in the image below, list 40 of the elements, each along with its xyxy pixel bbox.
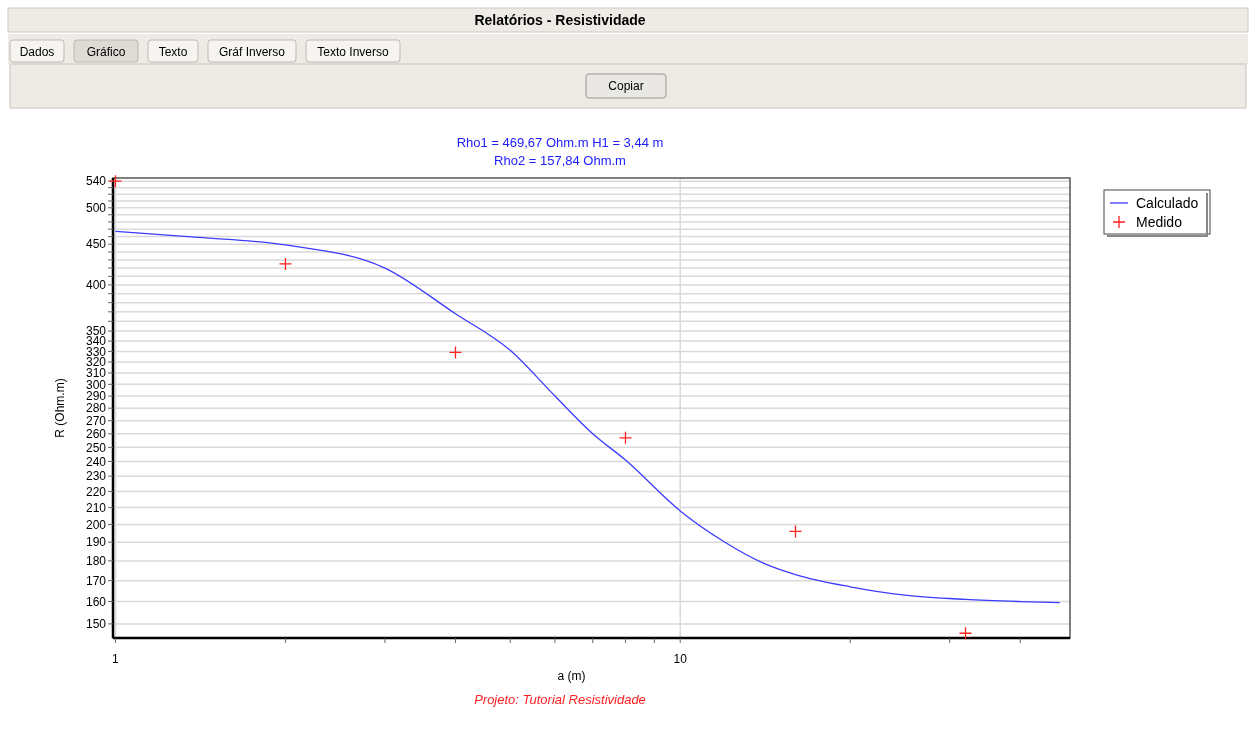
x-tick-label: 10 — [673, 652, 688, 666]
y-tick-label: 540 — [85, 174, 107, 189]
x-axis-title: a (m) — [557, 669, 586, 683]
y-tick-label: 260 — [85, 426, 107, 441]
y-tick-label: 230 — [85, 469, 107, 484]
y-tick-label: 190 — [85, 535, 107, 550]
y-tick-label: 500 — [85, 200, 107, 215]
text: Texto — [158, 45, 188, 59]
y-tick-label: 280 — [85, 401, 107, 416]
point — [788, 524, 803, 539]
text: Projeto: Tutorial Resistividade — [474, 692, 646, 707]
y-tick-label: 180 — [85, 554, 107, 569]
y-tick-label: 290 — [85, 389, 107, 404]
text: Dados — [19, 45, 55, 59]
y-tick-label: 150 — [85, 617, 107, 632]
y-tick-label: 250 — [85, 440, 107, 455]
y-tick-label: 270 — [85, 413, 107, 428]
y-tick-label: 200 — [85, 517, 107, 532]
y-tick-label: 450 — [85, 237, 107, 252]
y-tick-label: 220 — [85, 484, 107, 499]
y-tick-label: 210 — [85, 500, 107, 515]
y-tick-label: 240 — [85, 454, 107, 469]
point — [278, 257, 293, 271]
text: Gráfico — [86, 45, 126, 59]
point — [958, 626, 973, 640]
text: Gráf Inverso — [218, 45, 286, 59]
text: Texto Inverso — [317, 45, 390, 59]
y-axis-title: R (Ohm.m) — [53, 378, 67, 438]
chart-title: Relatórios - Resistividade — [474, 12, 646, 28]
point — [448, 345, 463, 360]
y-tick-label: 400 — [85, 278, 107, 293]
point — [618, 431, 633, 445]
x-tick-label: 1 — [112, 652, 120, 666]
y-tick-label: 160 — [85, 594, 107, 609]
point — [108, 174, 123, 188]
legend-label: Medido — [1136, 213, 1183, 230]
text: Copiar — [608, 79, 644, 93]
y-tick-label: 170 — [85, 573, 107, 588]
chart-subtitle: Rho1 = 469,67 Ohm.m H1 = 3,44 m Rho2 = 157,84 Ohm.m — [456, 135, 664, 168]
legend-label: Calculado — [1136, 194, 1199, 211]
